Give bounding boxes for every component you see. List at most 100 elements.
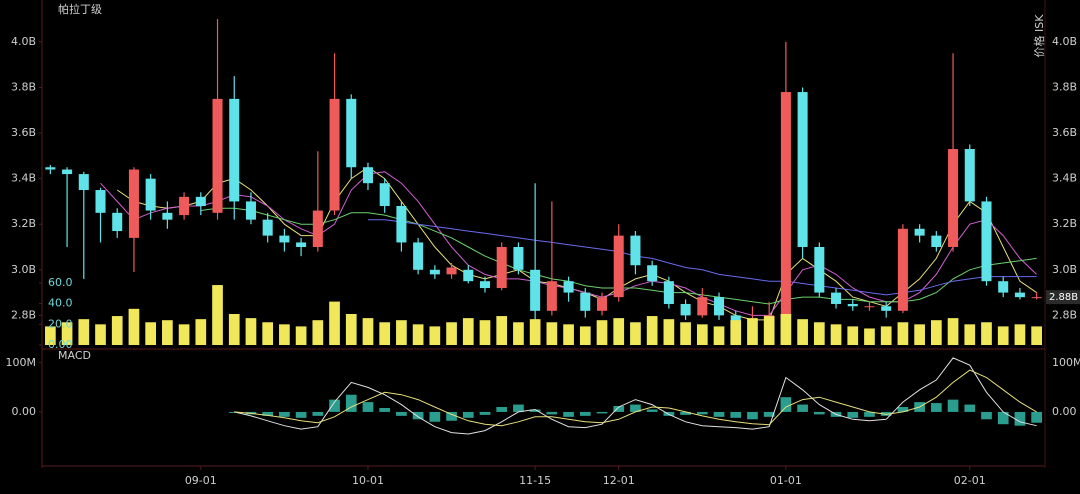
volume-bar — [596, 320, 608, 345]
candle-body — [362, 167, 373, 184]
macd-bar — [479, 411, 491, 415]
candle-body — [931, 235, 942, 248]
candle-body — [546, 281, 557, 311]
volume-bar — [295, 326, 307, 345]
volume-bar — [228, 314, 240, 345]
volume-bar — [95, 324, 106, 345]
volume-bar — [997, 326, 1009, 345]
price-marker: 2.88B — [1049, 292, 1078, 303]
macd-bar — [847, 411, 859, 418]
candle-body — [346, 98, 357, 168]
macd-bar — [997, 411, 1009, 425]
volume-bar — [730, 320, 742, 345]
x-tick-label: 02-01 — [954, 474, 986, 487]
volume-bar — [663, 319, 675, 345]
macd-bar — [947, 399, 959, 412]
candle-body — [897, 228, 908, 311]
candle-body — [379, 183, 390, 206]
macd-bar — [630, 404, 641, 412]
volume-bar — [780, 314, 792, 345]
macd-bar — [345, 394, 357, 412]
volume-bar — [1014, 324, 1026, 345]
macd-bar — [730, 411, 742, 418]
candle-body — [195, 196, 206, 206]
y-tick-label: 3.0B — [11, 263, 36, 276]
candle-body — [112, 212, 123, 232]
indicator-line — [368, 219, 1037, 296]
candle-body — [45, 167, 56, 170]
macd-bar — [880, 411, 892, 416]
candle-body — [964, 149, 975, 202]
x-tick-label: 01-01 — [770, 474, 802, 487]
candle-body — [948, 149, 959, 248]
candle-body — [212, 98, 223, 213]
macd-bar — [930, 403, 942, 412]
y-tick-label: 4.0B — [1052, 35, 1077, 48]
volume-bar — [412, 324, 424, 345]
y-tick-label: 0.00 — [1052, 405, 1077, 418]
volume-bar — [797, 319, 808, 345]
y-tick-label: 0.00 — [12, 405, 37, 418]
macd-bar — [412, 411, 424, 420]
volume-bar — [496, 316, 508, 345]
volume-bar — [396, 320, 407, 345]
y-tick-label: 3.6B — [11, 126, 36, 139]
x-tick-label: 11-15 — [519, 474, 551, 487]
y-tick-label: 20.0 — [48, 317, 73, 330]
volume-bar — [379, 322, 391, 345]
macd-bar — [1031, 411, 1042, 423]
macd-bar — [897, 407, 909, 412]
candle-body — [463, 269, 474, 282]
volume-bar — [45, 326, 56, 345]
macd-bar — [579, 411, 591, 416]
candle-body — [1014, 292, 1025, 298]
candle-body — [413, 242, 424, 270]
volume-bar — [630, 322, 641, 345]
volume-bar — [212, 285, 223, 345]
chart-title: 帕拉丁级 — [58, 2, 102, 16]
candle-body — [329, 98, 340, 211]
candle-body — [714, 297, 725, 316]
macd-bar — [262, 411, 274, 416]
volume-bar — [262, 322, 274, 345]
volume-bar — [245, 318, 257, 345]
volume-bar — [713, 326, 725, 345]
candle-body — [429, 269, 440, 275]
macd-bar — [981, 411, 992, 420]
y-tick-label: 3.0B — [1052, 263, 1077, 276]
volume-bar — [830, 324, 842, 345]
macd-bar — [864, 411, 875, 417]
candle-body — [613, 235, 624, 298]
volume-bar — [813, 322, 825, 345]
volume-bar — [529, 319, 541, 345]
indicator-line — [234, 357, 1037, 435]
volume-bar — [513, 322, 524, 345]
macd-bar — [529, 409, 541, 412]
candle-body — [780, 92, 791, 316]
volume-bar — [579, 326, 591, 345]
candle-body — [630, 235, 641, 266]
macd-bar — [429, 411, 441, 422]
volume-bar — [279, 324, 290, 345]
macd-bar — [279, 411, 290, 417]
macd-bar — [696, 411, 708, 415]
volume-bar — [446, 322, 457, 345]
indicator-line — [234, 369, 1037, 427]
macd-bar — [780, 397, 792, 412]
candle-body — [563, 281, 574, 293]
candle-body — [279, 235, 290, 243]
macd-bar — [713, 411, 725, 417]
volume-bar — [930, 320, 942, 345]
macd-bar — [362, 402, 374, 412]
volume-bar — [362, 318, 374, 345]
candle-body — [864, 306, 875, 308]
y-tick-label: 4.0B — [11, 35, 36, 48]
volume-bar — [947, 318, 959, 345]
macd-bar — [513, 404, 524, 412]
macd-bar — [295, 411, 307, 418]
macd-bar — [329, 399, 340, 412]
candle-body — [229, 98, 240, 202]
volume-bar — [345, 314, 357, 345]
